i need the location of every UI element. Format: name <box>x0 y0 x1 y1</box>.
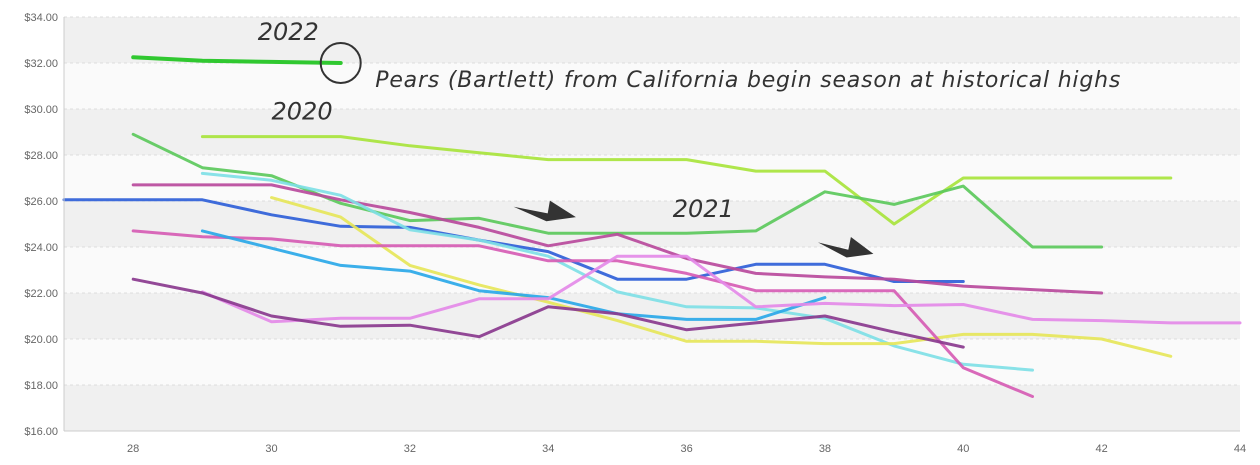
series-line <box>62 198 965 283</box>
series-line <box>131 183 1104 295</box>
y-tick-label: $20.00 <box>24 334 58 346</box>
x-tick-label: 30 <box>265 443 277 455</box>
x-tick-label: 38 <box>819 443 831 455</box>
arrow-icon <box>818 237 874 258</box>
series-line <box>200 229 827 321</box>
y-tick-label: $30.00 <box>24 104 58 116</box>
plot-band <box>64 385 1240 431</box>
series-line <box>200 135 1173 226</box>
plot-band <box>64 109 1240 155</box>
plot-band <box>64 17 1240 63</box>
series-line <box>200 254 1242 325</box>
year-annotation: 2021 <box>673 195 734 223</box>
series-line <box>131 229 1034 398</box>
x-tick-label: 44 <box>1234 443 1246 455</box>
axes: $16.00 $18.00 $20.00 $22.00 $24.00 $26.00 $28.… <box>24 12 1246 455</box>
annotations: 2022 2020 2021 Pears (Bartlett) from Califo… <box>258 18 1121 223</box>
arrow-icon <box>513 200 576 222</box>
x-tick-label: 34 <box>542 443 554 455</box>
plot-background <box>64 17 1240 431</box>
series-line <box>200 171 1034 372</box>
series-lines <box>62 55 1242 398</box>
x-tick-label: 40 <box>957 443 969 455</box>
y-tick-label: $22.00 <box>24 288 58 300</box>
series-line <box>270 196 1173 358</box>
y-tick-label: $32.00 <box>24 58 58 70</box>
x-tick-label: 32 <box>404 443 416 455</box>
year-annotation: 2020 <box>272 97 333 125</box>
series-line <box>131 55 343 65</box>
highlight-circle <box>319 42 362 84</box>
chart-annotation-text: Pears (Bartlett) from California begin s… <box>375 68 1120 93</box>
x-tick-label: 42 <box>1096 443 1108 455</box>
y-tick-label: $34.00 <box>24 12 58 24</box>
annotation-marks <box>319 42 874 258</box>
y-tick-label: $26.00 <box>24 196 58 208</box>
series-line <box>131 277 965 349</box>
year-annotation: 2022 <box>258 18 319 46</box>
x-tick-label: 36 <box>680 443 692 455</box>
x-tick-label: 28 <box>127 443 139 455</box>
y-tick-label: $28.00 <box>24 150 58 162</box>
y-tick-label: $18.00 <box>24 380 58 392</box>
y-tick-label: $24.00 <box>24 242 58 254</box>
y-tick-label: $16.00 <box>24 426 58 438</box>
